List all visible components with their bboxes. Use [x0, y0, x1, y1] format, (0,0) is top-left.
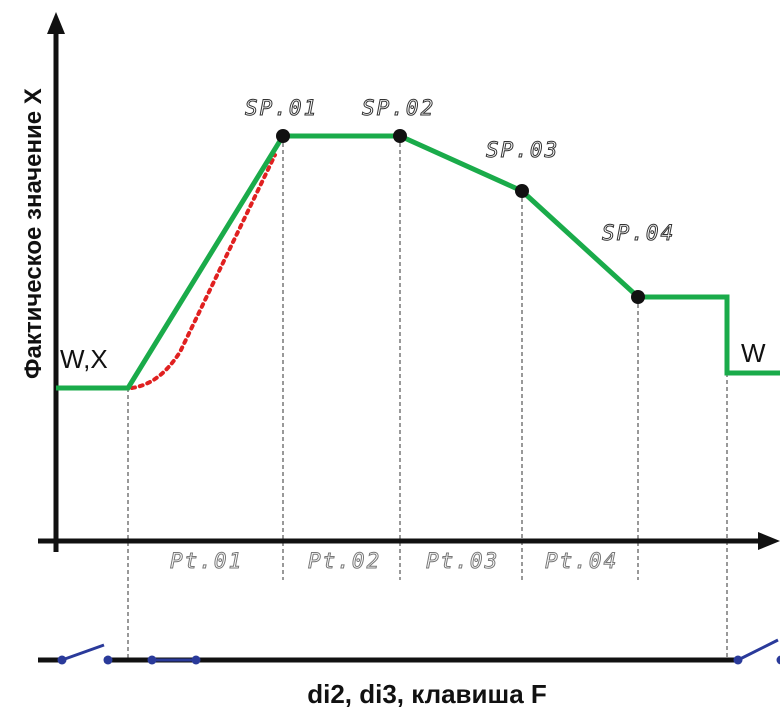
guide-lines — [127, 136, 728, 662]
setpoint-label-sp01: SP.01 — [245, 96, 318, 120]
segment-label-pt04: Pt.04 — [545, 549, 618, 573]
setpoint-profile-line — [56, 133, 780, 391]
setpoint-marker-sp02 — [393, 129, 407, 143]
start-label: W,X — [60, 344, 108, 374]
switch-contact-icon — [57, 655, 67, 665]
setpoint-marker-sp03 — [515, 184, 529, 198]
segment-label-pt02: Pt.02 — [308, 549, 381, 573]
switch-contact-icon — [191, 655, 201, 665]
setpoint-label-sp02: SP.02 — [362, 96, 435, 120]
y-axis-label: Фактическое значение Х — [20, 88, 47, 379]
actual-value-curve — [130, 153, 277, 390]
digital-input-line — [38, 638, 780, 665]
segment-label-pt03: Pt.03 — [426, 549, 499, 573]
y-axis-arrow-icon — [47, 12, 65, 34]
bottom-caption: di2, di3, клавиша F — [307, 679, 547, 709]
setpoint-marker-sp04 — [631, 290, 645, 304]
end-label: W — [741, 338, 766, 368]
setpoint-marker-sp01 — [276, 129, 290, 143]
x-axis-arrow-icon — [758, 532, 780, 550]
setpoint-label-sp03: SP.03 — [486, 138, 559, 162]
switch-lever-open-end — [737, 638, 779, 662]
setpoint-label-sp04: SP.04 — [602, 221, 675, 245]
switch-contact-icon — [103, 655, 113, 665]
switch-lever-open — [61, 643, 105, 662]
segment-label-pt01: Pt.01 — [170, 549, 243, 573]
switch-contact-icon — [776, 655, 780, 665]
